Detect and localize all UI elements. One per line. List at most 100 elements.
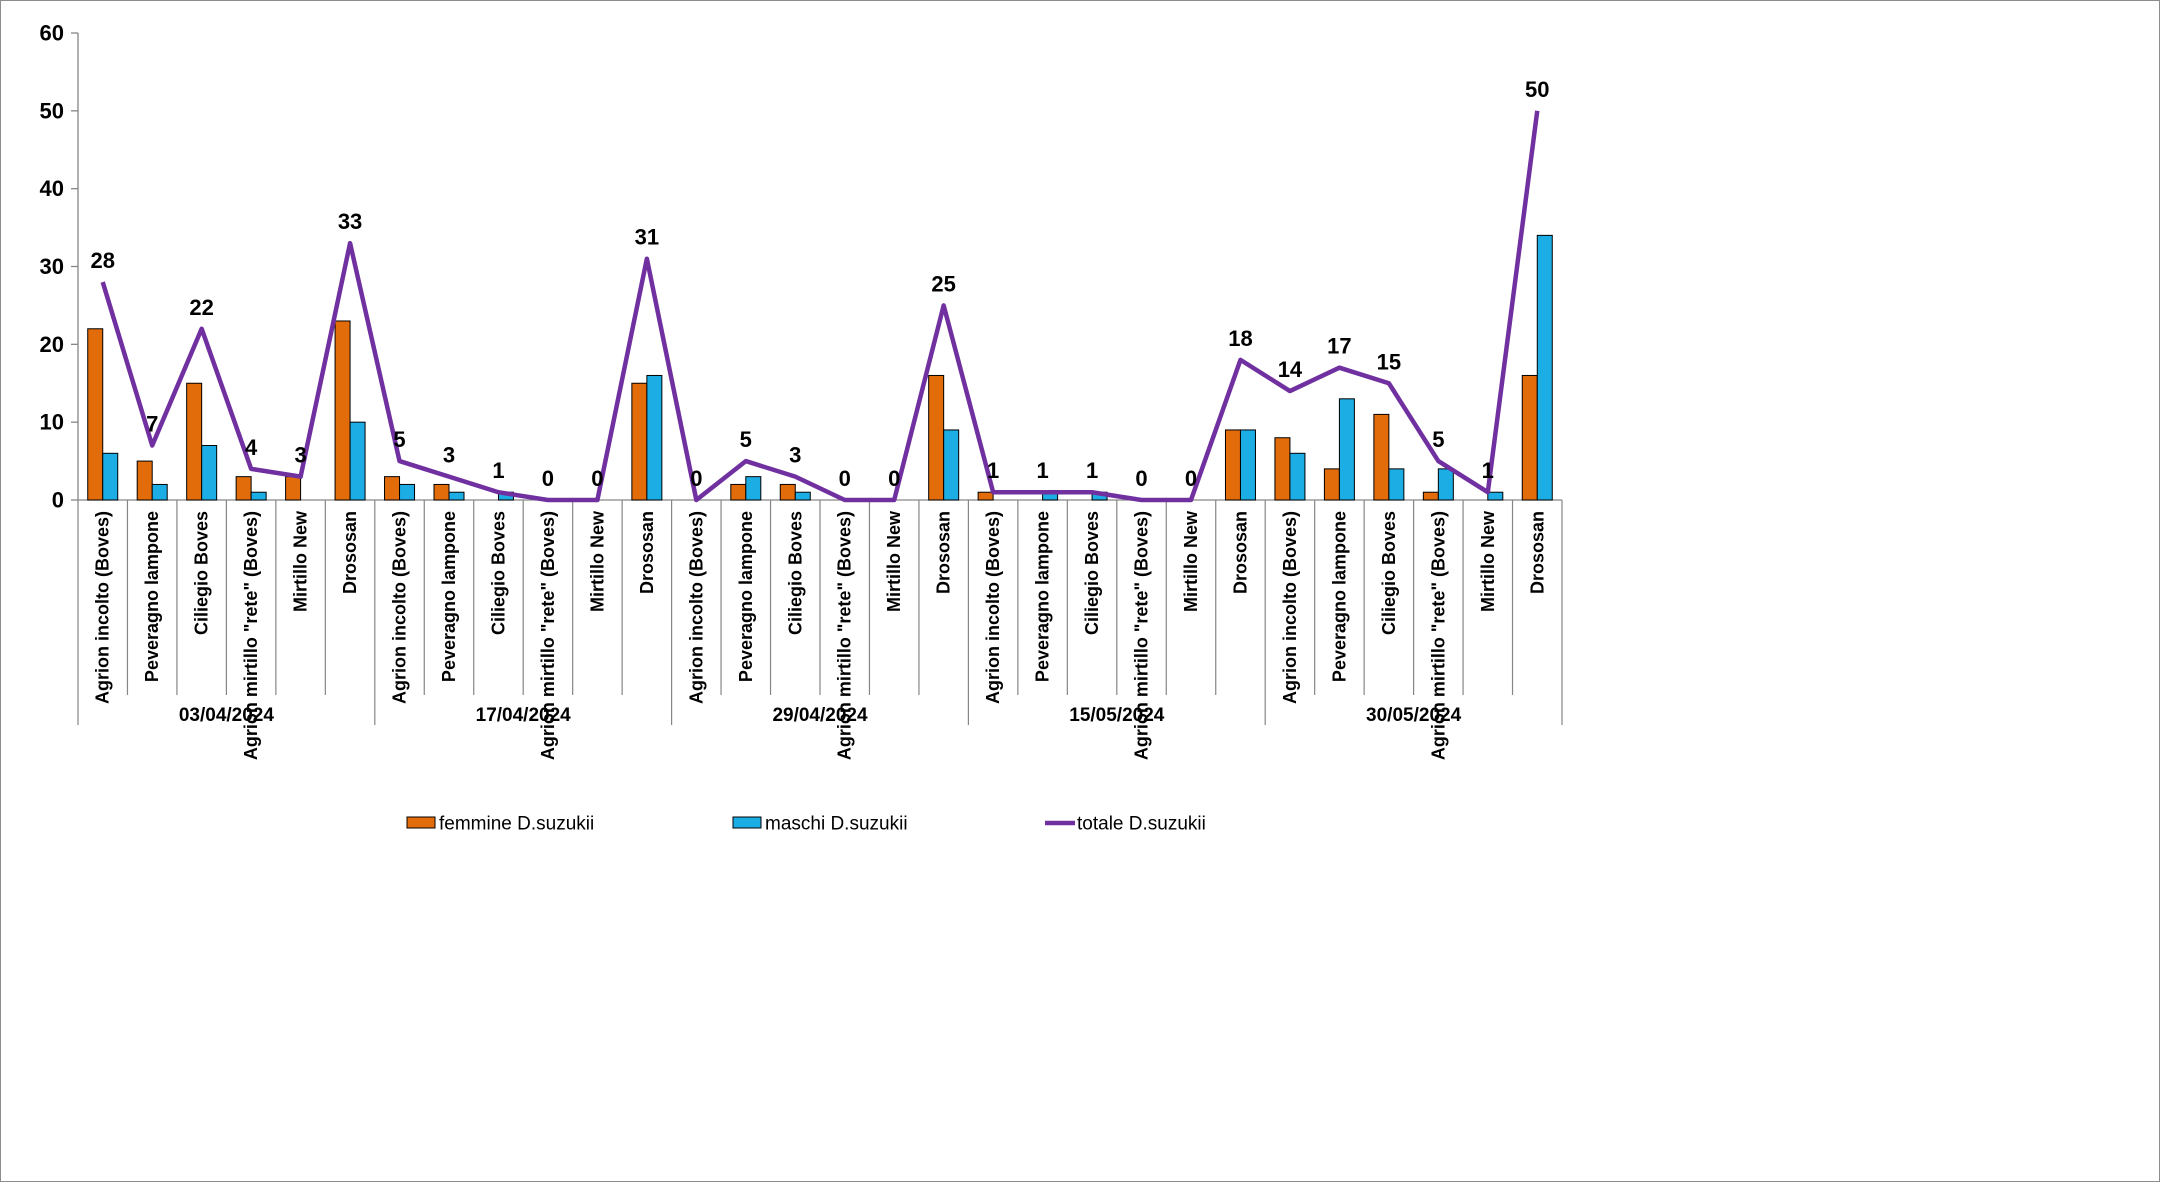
bar-femmine xyxy=(978,492,993,500)
bar-femmine xyxy=(187,383,202,500)
x-category-label: Ciliegio Boves xyxy=(1379,511,1399,635)
data-label: 0 xyxy=(1135,466,1147,491)
x-group-label: 29/04/2024 xyxy=(772,705,868,726)
bar-femmine xyxy=(1324,469,1339,500)
x-category-label: Mirtillo New xyxy=(884,510,904,612)
legend-label: femmine D.suzukii xyxy=(439,814,594,835)
x-category-label: Drososan xyxy=(637,511,657,594)
x-group-label: 03/04/2024 xyxy=(179,705,275,726)
data-label: 4 xyxy=(245,435,258,460)
bar-maschi xyxy=(251,492,266,500)
bar-maschi xyxy=(152,484,167,500)
bar-maschi xyxy=(746,477,761,500)
data-label: 18 xyxy=(1228,326,1252,351)
x-category-label: Peveragno lampone xyxy=(142,511,162,682)
bar-maschi xyxy=(1389,469,1404,500)
bar-femmine xyxy=(385,477,400,500)
data-label: 0 xyxy=(591,466,603,491)
bar-maschi xyxy=(647,375,662,500)
bar-femmine xyxy=(632,383,647,500)
data-label: 3 xyxy=(789,443,801,468)
data-label: 7 xyxy=(146,412,158,437)
data-label: 1 xyxy=(1086,458,1098,483)
data-label: 1 xyxy=(1482,458,1494,483)
data-label: 1 xyxy=(1036,458,1048,483)
y-tick-label: 30 xyxy=(40,254,64,279)
data-label: 17 xyxy=(1327,334,1351,359)
bar-femmine xyxy=(780,484,795,500)
bar-maschi xyxy=(944,430,959,500)
bar-femmine xyxy=(137,461,152,500)
y-tick-label: 20 xyxy=(40,332,64,357)
x-category-label: Ciliegio Boves xyxy=(488,511,508,635)
x-category-label: Mirtillo New xyxy=(1478,510,1498,612)
y-tick-label: 50 xyxy=(40,98,64,123)
bar-maschi xyxy=(1488,492,1503,500)
data-label: 1 xyxy=(492,458,504,483)
data-label: 50 xyxy=(1525,77,1549,102)
x-category-label: Agrion incolto (Boves) xyxy=(1280,511,1300,704)
bar-femmine xyxy=(1522,375,1537,500)
x-category-label: Drososan xyxy=(1230,511,1250,594)
data-label: 3 xyxy=(294,443,306,468)
legend-label: maschi D.suzukii xyxy=(765,814,908,835)
data-label: 3 xyxy=(443,443,455,468)
x-category-label: Peveragno lampone xyxy=(439,511,459,682)
bar-maschi xyxy=(795,492,810,500)
bar-femmine xyxy=(731,484,746,500)
data-label: 28 xyxy=(90,248,114,273)
x-category-label: Ciliegio Boves xyxy=(785,511,805,635)
y-tick-label: 40 xyxy=(40,176,64,201)
bar-femmine xyxy=(286,477,301,500)
bar-maschi xyxy=(449,492,464,500)
data-label: 22 xyxy=(189,295,213,320)
x-category-label: Drososan xyxy=(1527,511,1547,594)
legend-label: totale D.suzukii xyxy=(1077,814,1206,835)
y-tick-label: 60 xyxy=(40,21,64,46)
bar-maschi xyxy=(1339,399,1354,500)
data-label: 15 xyxy=(1377,349,1401,374)
data-label: 0 xyxy=(839,466,851,491)
bar-femmine xyxy=(1423,492,1438,500)
bar-maschi xyxy=(350,422,365,500)
x-category-label: Mirtillo New xyxy=(291,510,311,612)
bar-femmine xyxy=(88,329,103,500)
x-category-label: Peveragno lampone xyxy=(1329,511,1349,682)
data-label: 5 xyxy=(393,427,405,452)
bars xyxy=(88,235,1553,500)
data-label: 25 xyxy=(931,271,955,296)
data-label: 1 xyxy=(987,458,999,483)
bar-maschi xyxy=(1537,235,1552,500)
x-category-label: Drososan xyxy=(934,511,954,594)
bar-maschi xyxy=(400,484,415,500)
bar-femmine xyxy=(434,484,449,500)
x-group-label: 17/04/2024 xyxy=(476,705,572,726)
data-label: 5 xyxy=(740,427,752,452)
bar-maschi xyxy=(1290,453,1305,500)
bar-femmine xyxy=(1225,430,1240,500)
bar-femmine xyxy=(929,375,944,500)
data-label: 14 xyxy=(1278,357,1303,382)
x-category-label: Agrion incolto (Boves) xyxy=(93,511,113,704)
bar-femmine xyxy=(1275,438,1290,500)
data-label: 0 xyxy=(888,466,900,491)
x-category-label: Agrion incolto (Boves) xyxy=(390,511,410,704)
bar-maschi xyxy=(103,453,118,500)
x-category-label: Drososan xyxy=(340,511,360,594)
legend-swatch-femmine xyxy=(407,817,435,828)
bar-maschi xyxy=(202,446,217,500)
bar-maschi xyxy=(1240,430,1255,500)
line-totale xyxy=(103,111,1538,500)
y-tick-label: 0 xyxy=(52,488,64,513)
bar-femmine xyxy=(236,477,251,500)
x-category-label: Ciliegio Boves xyxy=(192,511,212,635)
x-category-label: Agrion incolto (Boves) xyxy=(686,511,706,704)
legend: femmine D.suzukii maschi D.suzukii totale … xyxy=(407,814,1206,835)
bar-femmine xyxy=(1374,414,1389,500)
data-label: 31 xyxy=(635,225,659,250)
x-category-label: Agrion incolto (Boves) xyxy=(983,511,1003,704)
line-layer xyxy=(103,111,1538,500)
